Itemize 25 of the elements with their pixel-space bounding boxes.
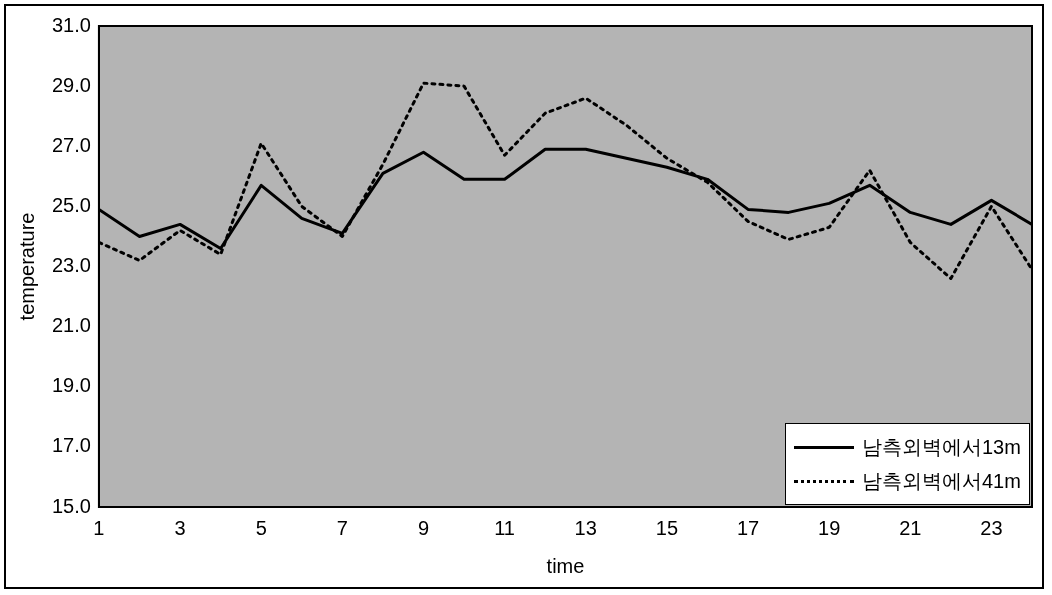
x-tick-label: 11	[494, 516, 515, 539]
x-tick-label: 17	[736, 516, 760, 539]
y-tick-label: 17.0	[51, 434, 91, 457]
x-tick-label: 9	[417, 516, 430, 539]
x-tick-label: 13	[574, 516, 597, 539]
x-tick-label: 15	[655, 516, 679, 539]
y-tick-label: 23.0	[51, 254, 91, 277]
legend-label: 남측외벽에서41m	[862, 469, 1021, 494]
x-tick-label: 21	[899, 516, 922, 539]
x-tick-label: 5	[255, 516, 267, 539]
x-tick-label: 1	[93, 516, 105, 539]
y-tick-label: 15.0	[51, 494, 91, 517]
y-tick-label: 19.0	[51, 374, 91, 397]
y-tick-label: 31.0	[51, 13, 91, 36]
y-tick-label: 29.0	[51, 73, 91, 96]
y-tick-label: 21.0	[51, 314, 91, 337]
x-tick-label: 3	[174, 516, 186, 539]
y-axis-title: temperature	[15, 212, 38, 321]
legend-label: 남측외벽에서13m	[862, 435, 1021, 460]
x-axis-title: time	[546, 554, 585, 577]
x-tick-label: 19	[818, 516, 841, 539]
x-tick-label: 7	[336, 516, 348, 539]
y-tick-label: 25.0	[51, 193, 91, 216]
x-tick-label: 23	[980, 516, 1003, 539]
y-tick-label: 27.0	[51, 133, 91, 156]
